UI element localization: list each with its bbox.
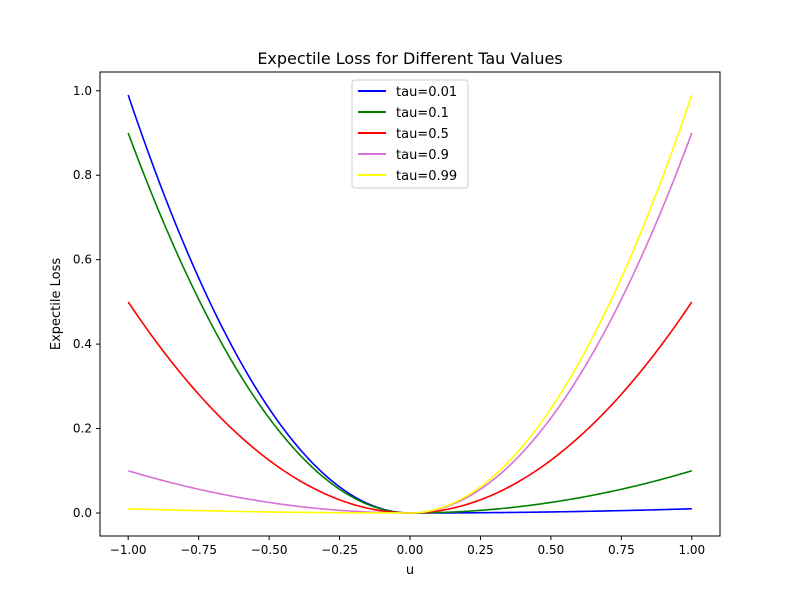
legend-frame	[351, 79, 469, 189]
legend-label: tau=0.99	[396, 169, 457, 184]
x-tick-label: 0.75	[608, 543, 635, 557]
y-tick-label: 1.0	[73, 84, 92, 98]
y-tick-label: 0.6	[73, 253, 92, 267]
y-tick-label: 0.2	[73, 422, 92, 436]
y-axis-ticks: 0.0 0.2 0.4 0.6 0.8 1.0	[73, 84, 100, 520]
legend-label: tau=0.5	[396, 127, 449, 142]
x-axis-label: u	[406, 563, 414, 578]
x-tick-label: 0.00	[397, 543, 424, 557]
series-line-tau-0-99	[128, 94, 693, 514]
legend-items: tau=0.01 tau=0.1 tau=0.5 tau=0.9 tau=0.99	[358, 85, 457, 184]
x-tick-label: −0.25	[321, 543, 358, 557]
plot-frame	[99, 71, 721, 537]
y-tick-label: 0.0	[73, 506, 92, 520]
y-axis-label: Expectile Loss	[49, 258, 64, 350]
x-tick-label: 0.50	[538, 543, 565, 557]
y-tick-label: 0.4	[73, 337, 92, 351]
x-tick-label: 0.25	[467, 543, 494, 557]
x-tick-label: 1.00	[678, 543, 705, 557]
legend: tau=0.01 tau=0.1 tau=0.5 tau=0.9 tau=0.99	[351, 79, 469, 189]
chart-title: Expectile Loss for Different Tau Values	[257, 49, 562, 68]
legend-label: tau=0.01	[396, 85, 457, 100]
series-layer	[127, 94, 693, 514]
x-tick-label: −0.50	[251, 543, 288, 557]
y-tick-label: 0.8	[73, 168, 92, 182]
legend-label: tau=0.1	[396, 106, 449, 121]
x-tick-label: −0.75	[180, 543, 217, 557]
x-tick-label: −1.00	[110, 543, 147, 557]
x-axis-ticks: −1.00 −0.75 −0.50 −0.25 0.00 0.25 0.50 0.75 1.00	[110, 536, 705, 557]
legend-label: tau=0.9	[396, 148, 449, 163]
